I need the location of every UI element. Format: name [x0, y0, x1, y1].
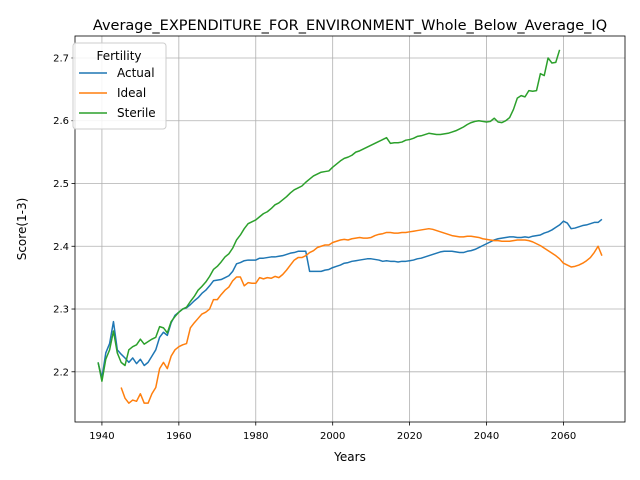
y-axis-label: Score(1-3) [15, 198, 29, 261]
y-tick-label: 2.4 [53, 242, 69, 253]
chart-title: Average_EXPENDITURE_FOR_ENVIRONMENT_Whol… [93, 18, 607, 34]
legend: Fertility Actual Ideal Sterile [72, 42, 167, 130]
y-tick-label: 2.5 [53, 179, 69, 190]
plot-frame [74, 35, 626, 423]
y-tick-label: 2.7 [53, 53, 69, 64]
y-tick-label: 2.2 [53, 367, 69, 378]
x-tick-label: 1980 [243, 431, 268, 442]
series-line-actual [97, 218, 603, 379]
series-line-sterile [97, 49, 561, 382]
legend-title: Fertility [96, 49, 141, 63]
series-line-ideal [120, 227, 603, 404]
legend-label: Actual [117, 66, 155, 80]
x-tick-label: 2020 [397, 431, 422, 442]
x-axis: 1940 1960 1980 2000 2020 2040 2060 [89, 422, 576, 442]
legend-box [72, 42, 167, 130]
x-tick-label: 1960 [166, 431, 191, 442]
legend-label: Sterile [117, 106, 156, 120]
x-axis-label: Years [333, 450, 366, 464]
y-axis: 2.2 2.3 2.4 2.5 2.6 2.7 [53, 53, 75, 378]
x-tick-label: 2060 [551, 431, 576, 442]
legend-items: Actual Ideal Sterile [79, 66, 156, 120]
x-tick-label: 2040 [474, 431, 499, 442]
y-tick-label: 2.6 [53, 116, 69, 127]
series-lines [97, 49, 603, 404]
legend-label: Ideal [117, 86, 146, 100]
y-tick-label: 2.3 [53, 305, 69, 316]
x-tick-label: 2000 [320, 431, 345, 442]
x-tick-label: 1940 [89, 431, 114, 442]
grid-lines [75, 36, 625, 422]
